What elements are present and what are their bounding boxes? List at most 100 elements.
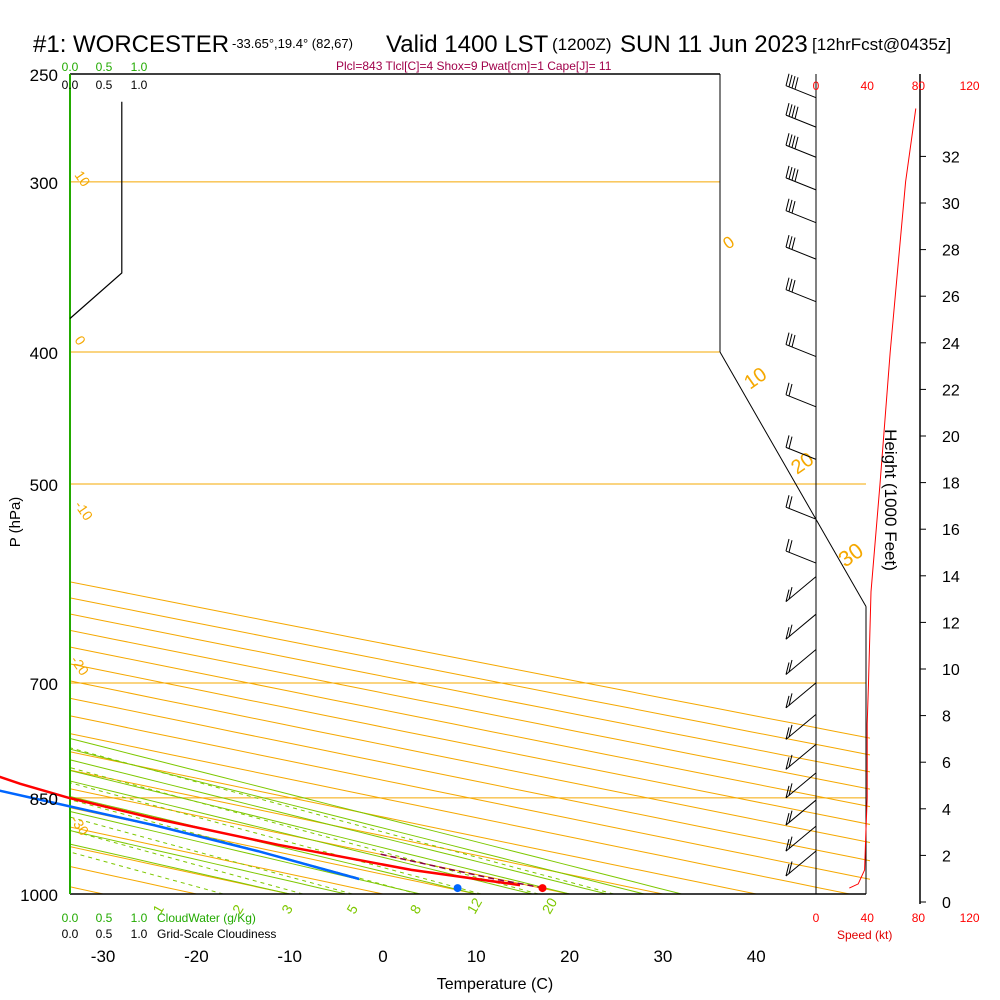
barb-flag — [785, 785, 790, 798]
wind-barb — [785, 103, 817, 128]
moist-adiabat-line — [70, 830, 346, 894]
height-tick-label: 22 — [942, 382, 960, 399]
height-tick-label: 8 — [942, 709, 951, 726]
dry-adiabat-line — [70, 581, 870, 739]
barb-flag — [785, 495, 790, 508]
barb-staff — [785, 177, 817, 191]
dry-adiabat-line — [70, 680, 870, 843]
speed-tick-top: 120 — [960, 79, 980, 93]
cloudwater-tick-bottom: 0.5 — [96, 911, 113, 925]
wind-speed-line — [849, 108, 917, 889]
barb-flag — [794, 106, 799, 119]
dry-adiabat-line — [70, 663, 870, 825]
plot-frame — [69, 73, 867, 895]
wind-barb — [785, 133, 817, 158]
barb-flag — [788, 74, 793, 88]
barb-flag — [788, 754, 793, 767]
barb-staff — [785, 649, 817, 675]
moist-adiabat-line — [70, 748, 645, 894]
wind-barb — [785, 649, 817, 675]
utc-time: (1200Z) — [552, 35, 612, 54]
barb-flag — [785, 73, 790, 86]
moist-adiabat-line — [70, 810, 421, 894]
pressure-tick-label: 1000 — [20, 886, 58, 905]
dry-adiabat-label: 10 — [740, 363, 771, 394]
barb-flag — [788, 624, 793, 637]
barb-flag — [788, 104, 793, 117]
temperature-tick-label: 40 — [747, 947, 766, 966]
speed-tick-bottom: 40 — [861, 911, 875, 925]
pressure-tick-label: 500 — [30, 476, 58, 495]
mixing-ratio-line — [70, 816, 353, 894]
wind-barb — [785, 538, 817, 564]
barb-staff — [785, 210, 817, 224]
barb-flag — [788, 540, 793, 553]
wind-barb — [785, 435, 817, 460]
temperature-tick-label: 0 — [378, 947, 387, 966]
barb-flag — [785, 165, 790, 179]
barb-staff — [785, 743, 817, 770]
dry-adiabat-line — [70, 751, 757, 894]
barb-flag — [788, 436, 793, 449]
barb-staff — [785, 772, 817, 799]
wind-barb — [785, 613, 817, 640]
wind-barb — [785, 682, 817, 709]
wind-barbs — [785, 73, 817, 877]
forecast-run: [12hrFcst@0435z] — [812, 35, 951, 54]
temperature-tick-label: 10 — [467, 947, 486, 966]
stability-indices: Plcl=843 Tlcl[C]=4 Shox=9 Pwat[cm]=1 Cap… — [336, 59, 612, 73]
barb-flag — [785, 332, 790, 345]
wind-barb — [785, 825, 817, 852]
barb-flag — [785, 863, 790, 877]
barb-staff — [785, 613, 817, 640]
barb-flag — [788, 333, 793, 346]
dry-adiabat-label: 20 — [787, 448, 818, 479]
moist-adiabat-line — [70, 759, 608, 894]
dry-adiabat-label: 0 — [719, 232, 738, 253]
barb-flag — [785, 133, 790, 146]
pressure-tick-label: 300 — [30, 174, 58, 193]
barb-flag — [791, 334, 796, 348]
height-tick-label: 12 — [942, 615, 960, 632]
speed-tick-top: 40 — [861, 79, 875, 93]
mixing-ratio-line — [70, 851, 224, 894]
cloudiness-label: Grid-Scale Cloudiness — [157, 927, 276, 941]
moist-adiabat-line — [70, 780, 533, 894]
barb-flag — [791, 75, 796, 89]
height-tick-label: 0 — [942, 895, 951, 912]
barb-flag — [785, 198, 790, 211]
barb-flag — [791, 200, 796, 214]
x-axis-label: Temperature (C) — [437, 976, 553, 993]
height-tick-label: 26 — [942, 289, 960, 306]
moist-adiabat-line — [70, 796, 477, 894]
barb-flag — [785, 382, 790, 395]
height-tick-label: 2 — [942, 848, 951, 865]
mixing-ratio-label: 8 — [406, 902, 424, 917]
barb-flag — [788, 278, 793, 292]
cloudiness-tick-top: 0.5 — [96, 78, 113, 92]
dewpoint-line — [0, 789, 360, 881]
y-axis-label: P (hPa) — [7, 497, 24, 548]
mixing-ratio-label: 5 — [343, 902, 361, 917]
barb-flag — [788, 383, 793, 397]
forecast-date: SUN 11 Jun 2023 — [620, 31, 808, 58]
barb-flag — [788, 166, 793, 180]
barb-staff — [785, 799, 817, 826]
height-tick-label: 10 — [942, 662, 960, 679]
temperature-tick-label: -20 — [184, 947, 209, 966]
barb-flag — [791, 135, 796, 148]
barb-flag — [785, 538, 790, 552]
dry-adiabat-label: 30 — [834, 538, 868, 573]
dry-adiabat-label: -20 — [68, 653, 93, 679]
barb-flag — [785, 627, 790, 640]
barb-flag — [788, 724, 793, 738]
cloudwater-tick-top: 1.0 — [131, 60, 148, 74]
barb-staff — [785, 550, 817, 564]
barb-staff — [785, 144, 817, 158]
barb-flag — [788, 836, 793, 849]
dry-adiabat-line — [70, 788, 570, 894]
dewpoint-surface-point — [453, 884, 462, 893]
barb-flag — [788, 587, 793, 600]
pressure-tick-label: 250 — [30, 66, 58, 85]
